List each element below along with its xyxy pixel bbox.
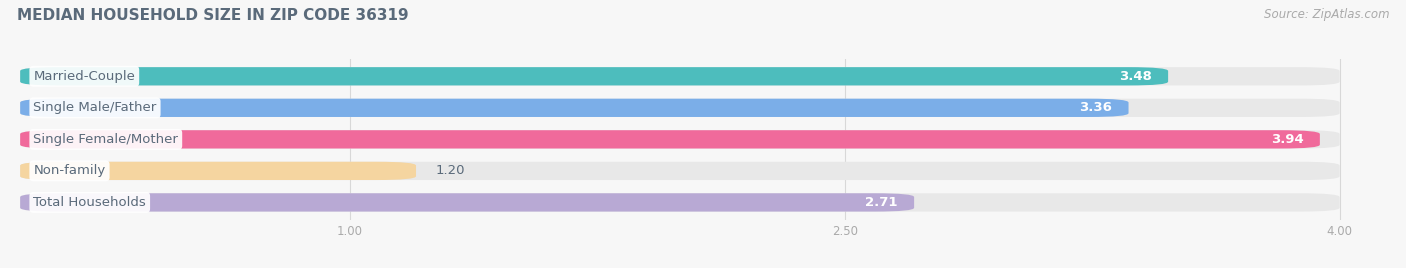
FancyBboxPatch shape <box>20 67 1168 85</box>
Text: 3.36: 3.36 <box>1080 101 1112 114</box>
FancyBboxPatch shape <box>20 130 1320 148</box>
Text: Married-Couple: Married-Couple <box>34 70 135 83</box>
FancyBboxPatch shape <box>20 130 1340 148</box>
Text: MEDIAN HOUSEHOLD SIZE IN ZIP CODE 36319: MEDIAN HOUSEHOLD SIZE IN ZIP CODE 36319 <box>17 8 409 23</box>
FancyBboxPatch shape <box>20 193 1340 211</box>
FancyBboxPatch shape <box>20 99 1129 117</box>
Text: 3.48: 3.48 <box>1119 70 1152 83</box>
FancyBboxPatch shape <box>20 67 1340 85</box>
Text: 1.20: 1.20 <box>436 164 465 177</box>
Text: 2.71: 2.71 <box>865 196 897 209</box>
FancyBboxPatch shape <box>20 162 416 180</box>
Text: 3.94: 3.94 <box>1271 133 1303 146</box>
Text: Non-family: Non-family <box>34 164 105 177</box>
Text: Total Households: Total Households <box>34 196 146 209</box>
Text: Single Male/Father: Single Male/Father <box>34 101 156 114</box>
FancyBboxPatch shape <box>20 99 1340 117</box>
Text: Source: ZipAtlas.com: Source: ZipAtlas.com <box>1264 8 1389 21</box>
FancyBboxPatch shape <box>20 193 914 211</box>
Text: Single Female/Mother: Single Female/Mother <box>34 133 179 146</box>
FancyBboxPatch shape <box>20 162 1340 180</box>
